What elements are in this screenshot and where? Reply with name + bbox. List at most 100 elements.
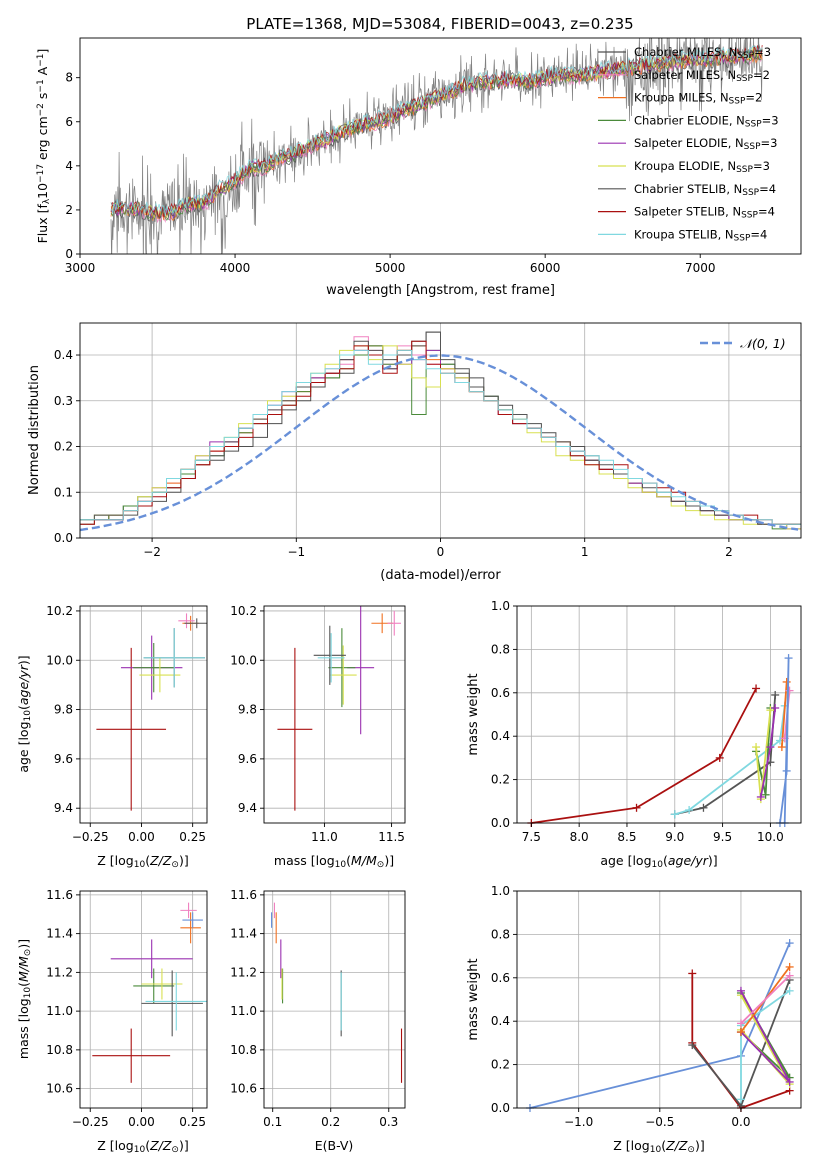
plot-area <box>110 38 763 254</box>
plot-area <box>525 939 794 1112</box>
y-tick-label: 0.2 <box>491 773 510 787</box>
y-axis-label-part: ( <box>16 982 31 987</box>
axes-frame <box>79 605 208 824</box>
y-tick-label: 0.4 <box>491 1014 510 1028</box>
x-tick-label: 7000 <box>685 261 716 275</box>
chart-weight-vs-age: 7.5 8.0 8.5 9.0 9.5 10.0 0.0 0.2 0.4 0.6 0.8 1.0 age… <box>466 599 802 870</box>
y-tick-label: 6 <box>65 115 73 129</box>
x-tick-label: 11.0 <box>311 830 338 844</box>
legend-label-part: Chabrier MILES, N <box>634 45 737 59</box>
legend-label-part: SSP <box>736 165 753 175</box>
y-tick-label: 0.2 <box>54 440 73 454</box>
y-axis-label-part: ] <box>35 49 50 54</box>
y-tick-label: 9.4 <box>238 801 257 815</box>
y-axis-label: Normed distribution <box>27 365 42 495</box>
x-axis-label-part: ( <box>346 853 351 868</box>
x-axis-label-part: Z [log <box>613 1138 649 1153</box>
x-axis-label-part: ⊙ <box>687 1145 695 1155</box>
legend-label: 𝒩(0, 1) <box>740 336 786 351</box>
y-tick-label: 10.0 <box>46 653 73 667</box>
axes-frame <box>79 37 802 255</box>
x-axis-label-part: age [log <box>600 853 651 868</box>
weight-line <box>781 681 788 748</box>
y-axis-label-part: )] <box>16 655 31 665</box>
x-axis-label: Z [log10(Z/Z⊙)] <box>97 853 188 870</box>
weight-line <box>779 658 790 824</box>
legend-label-part: Salpeter STELIB, N <box>634 205 741 219</box>
y-tick-label: 9.8 <box>54 703 73 717</box>
legend-label-part: =4 <box>750 227 767 241</box>
x-tick-label: 0.3 <box>379 1115 398 1129</box>
x-tick-label: −0.5 <box>645 1115 674 1129</box>
x-axis-label-part: Z/Z <box>665 1138 688 1153</box>
x-tick-label: 9.0 <box>665 830 684 844</box>
y-tick-label: 11.6 <box>46 888 73 902</box>
x-axis-label: age [log10(age/yr)] <box>600 853 717 870</box>
x-tick-label: −1.0 <box>564 1115 593 1129</box>
x-tick-label: 6000 <box>530 261 561 275</box>
y-tick-label: 0.0 <box>491 1101 510 1115</box>
y-tick-label: 0.6 <box>491 686 510 700</box>
x-tick-label: 7.5 <box>522 830 541 844</box>
y-tick-label: 9.6 <box>238 752 257 766</box>
y-axis-label-part: 10 <box>23 987 33 999</box>
x-tick-label: 0.00 <box>128 830 155 844</box>
histogram-step <box>80 349 801 538</box>
x-tick-label: −2 <box>143 545 161 559</box>
x-tick-label: 0.2 <box>321 1115 340 1129</box>
y-axis-label-part: age/yr <box>16 664 31 705</box>
x-tick-label: 1 <box>581 545 589 559</box>
x-axis-label: mass [log10(M/M⊙)] <box>274 853 394 870</box>
y-tick-label: 11.4 <box>230 927 257 941</box>
y-axis-label-part: ⊙ <box>23 949 33 957</box>
x-axis-label-part: )] <box>708 853 718 868</box>
y-axis-label-part: 10 <box>23 710 33 722</box>
x-axis-label-part: )] <box>695 1138 705 1153</box>
x-tick-label: 0 <box>437 545 445 559</box>
y-tick-label: 10.6 <box>230 1082 257 1096</box>
x-tick-label: 9.5 <box>713 830 732 844</box>
y-axis-label-part: 10 <box>35 183 50 199</box>
legend-label: Chabrier ELODIE, NSSP=3 <box>634 113 779 129</box>
legend-label-part: SSP <box>745 120 762 130</box>
y-axis-label-part: −17 <box>36 164 46 183</box>
y-tick-label: 0.8 <box>491 927 510 941</box>
x-tick-label: 0.0 <box>731 1115 750 1129</box>
x-axis-label-part: ⊙ <box>171 860 179 870</box>
axes-frame <box>263 890 406 1109</box>
legend-label-part: Salpeter ELODIE, N <box>634 136 744 150</box>
y-tick-label: 1.0 <box>491 599 510 613</box>
y-axis-label: mass weight <box>466 958 481 1040</box>
y-axis-label-part: λ <box>42 198 52 204</box>
y-tick-label: 4 <box>65 159 73 173</box>
y-tick-label: 0.4 <box>491 729 510 743</box>
chart-age-vs-z: −0.25 0.00 0.259.49.69.810.010.2Z [log10(Z… <box>16 604 208 870</box>
chart-spectrum: 3000 4000 5000 6000 7000 0 2 4 6 8 Chabrier MILES,… <box>35 37 802 298</box>
x-axis-label-part: )] <box>179 853 189 868</box>
x-axis-label-part: )] <box>384 853 394 868</box>
x-axis-label-part: 10 <box>650 1145 662 1155</box>
legend-label: Chabrier STELIB, NSSP=4 <box>634 182 776 198</box>
x-tick-label: 0.25 <box>179 1115 206 1129</box>
y-axis-label-part: −1 <box>36 54 46 67</box>
legend-label-part: Kroupa MILES, N <box>634 91 729 105</box>
spectrum-model-line <box>110 45 763 220</box>
legend-label: Salpeter ELODIE, NSSP=3 <box>634 136 777 152</box>
x-axis-label-part: ⊙ <box>377 860 385 870</box>
x-axis-label: (data-model)/error <box>380 568 501 583</box>
weight-line <box>531 688 757 824</box>
x-axis-label-part: Z [log <box>97 1138 133 1153</box>
y-tick-label: 0.2 <box>491 1058 510 1072</box>
plot-area <box>277 606 401 811</box>
histogram-step <box>80 340 801 538</box>
x-axis-label-part: ( <box>661 1138 666 1153</box>
y-tick-label: 1.0 <box>491 884 510 898</box>
y-tick-label: 9.6 <box>54 752 73 766</box>
legend-label-part: Kroupa ELODIE, N <box>634 159 736 173</box>
figure-title: PLATE=1368, MJD=53084, FIBERID=0043, z=0… <box>246 15 633 33</box>
x-axis-label: wavelength [Angstrom, rest frame] <box>326 283 555 298</box>
legend-label-part: Chabrier STELIB, N <box>634 182 742 196</box>
x-axis-label-part: Z/Z <box>149 853 172 868</box>
x-tick-label: 0.00 <box>128 1115 155 1129</box>
